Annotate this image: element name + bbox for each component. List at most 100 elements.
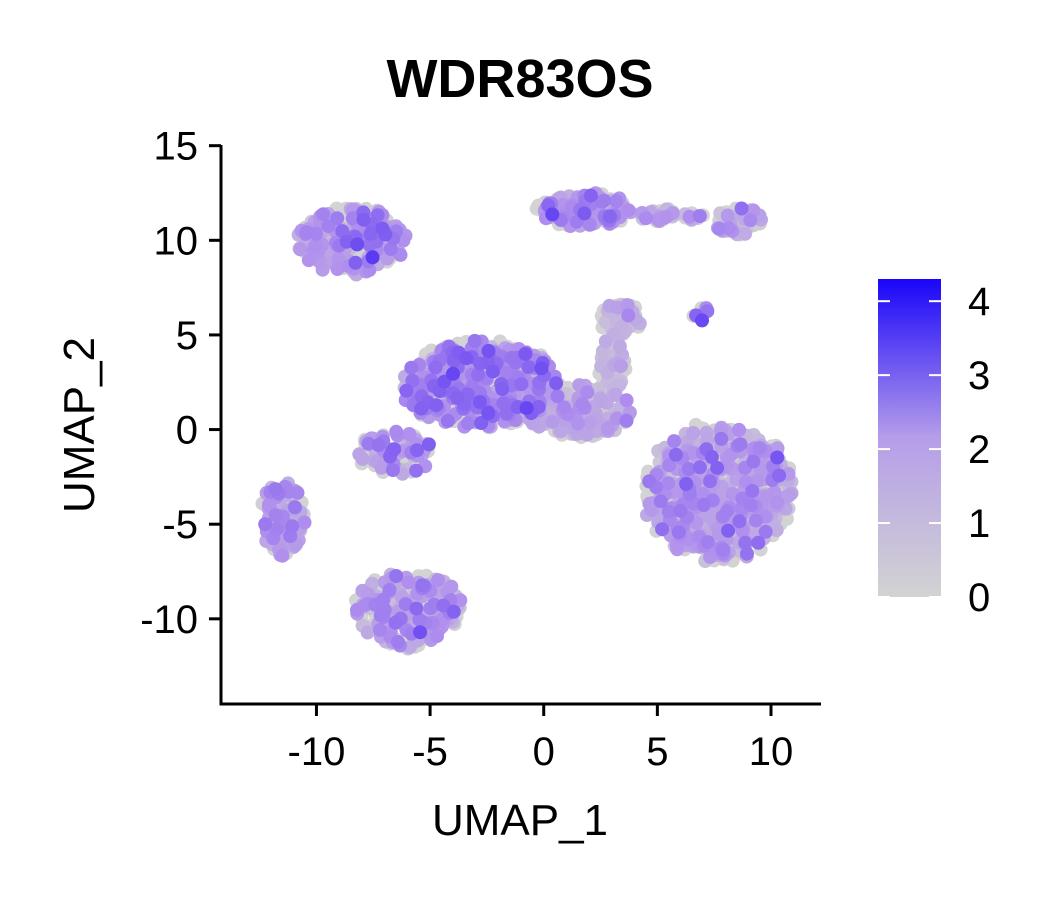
scatter-point: [453, 593, 468, 608]
scatter-point: [413, 625, 428, 640]
scatter-point: [330, 262, 345, 276]
scatter-point: [275, 548, 290, 563]
y-tick-label: -10: [140, 598, 198, 642]
scatter-point: [743, 498, 758, 512]
scatter-point: [446, 604, 461, 619]
scatter-point: [356, 212, 371, 227]
scatter-point: [399, 383, 414, 398]
scatter-point: [440, 413, 455, 428]
scatter-point: [360, 625, 375, 640]
scatter-point: [374, 460, 389, 475]
scatter-point: [673, 503, 688, 518]
scatter-point: [297, 515, 312, 530]
scatter-point: [459, 351, 474, 366]
scatter-point: [375, 221, 390, 236]
colorbar-legend: 0 1 2 3 4: [878, 279, 990, 620]
scatter-point: [389, 424, 404, 439]
colorbar-tick-label: 4: [968, 280, 990, 324]
scatter-point: [390, 634, 405, 649]
scatter-point: [661, 476, 676, 491]
scatter-point: [770, 450, 785, 465]
scatter-point: [733, 437, 748, 452]
scatter-point: [619, 393, 634, 408]
scatter-point: [382, 583, 397, 597]
colorbar-ticks: 0 1 2 3 4: [878, 280, 990, 620]
scatter-point: [428, 360, 443, 375]
scatter-point: [316, 207, 331, 222]
scatter-point: [659, 210, 673, 225]
scatter-point: [716, 542, 731, 557]
scatter-point: [409, 601, 424, 616]
scatter-point: [642, 474, 657, 489]
scatter-point: [521, 360, 536, 375]
scatter-point: [410, 443, 424, 458]
scatter-point: [746, 454, 761, 469]
scatter-point: [745, 484, 760, 498]
scatter-point: [621, 203, 636, 218]
scatter-point: [389, 569, 404, 583]
scatter-point: [595, 194, 610, 209]
scatter-point: [299, 225, 314, 240]
scatter-point: [446, 366, 460, 381]
scatter-point: [550, 389, 565, 404]
scatter-point: [514, 377, 529, 392]
scatter-point: [412, 612, 427, 627]
y-tick-label: 15: [154, 125, 199, 169]
scatter-point: [743, 213, 758, 228]
scatter-point: [710, 460, 725, 475]
scatter-point: [704, 449, 719, 464]
scatter-point: [720, 504, 735, 519]
x-tick-label: 0: [533, 730, 555, 774]
scatter-point: [398, 597, 413, 612]
y-tick-label: 0: [176, 409, 198, 453]
scatter-point: [472, 395, 487, 410]
scatter-point: [350, 237, 365, 252]
y-tick-label: -5: [162, 503, 198, 547]
scatter-point: [781, 488, 796, 503]
scatter-point: [467, 333, 482, 348]
scatter-point: [671, 525, 686, 540]
scatter-point: [431, 573, 445, 588]
scatter-point: [734, 201, 749, 216]
scatter-point: [582, 415, 597, 430]
scatter-point: [499, 406, 514, 421]
scatter-point: [401, 575, 416, 590]
scatter-point: [414, 401, 429, 416]
scatter-point: [335, 224, 350, 239]
scatter-point: [609, 194, 624, 209]
scatter-point: [481, 406, 496, 421]
scatter-point: [371, 438, 386, 453]
scatter-point: [668, 447, 683, 462]
scatter-point: [612, 339, 627, 354]
scatter-point: [602, 209, 617, 224]
scatter-point: [409, 463, 424, 478]
scatter-point: [557, 400, 572, 415]
scatter-point: [549, 376, 564, 391]
scatter-point: [268, 508, 283, 523]
scatter-point: [350, 602, 364, 617]
scatter-point: [692, 460, 707, 475]
scatter-point: [385, 463, 400, 478]
scatter-point: [619, 413, 634, 428]
scatter-point: [600, 421, 615, 436]
scatter-point: [621, 308, 636, 323]
scatter-point: [681, 462, 696, 476]
scatter-point: [312, 254, 327, 269]
scatter-point: [685, 445, 700, 460]
colorbar: [878, 279, 941, 597]
scatter-point: [301, 253, 316, 268]
colorbar-tick-label: 1: [968, 502, 990, 546]
scatter-point: [703, 474, 718, 489]
scatter-point: [499, 365, 514, 380]
scatter-point: [712, 221, 727, 236]
x-tick-label: 5: [646, 730, 668, 774]
scatter-point: [620, 298, 635, 313]
scatter-point: [348, 255, 363, 270]
scatter-point: [642, 496, 657, 511]
scatter-point: [373, 608, 388, 623]
scatter-point: [352, 447, 367, 462]
x-axis-ticks: -10 -5 0 5 10: [288, 704, 793, 774]
chart-title: WDR83OS: [386, 49, 653, 109]
scatter-point: [701, 509, 716, 523]
